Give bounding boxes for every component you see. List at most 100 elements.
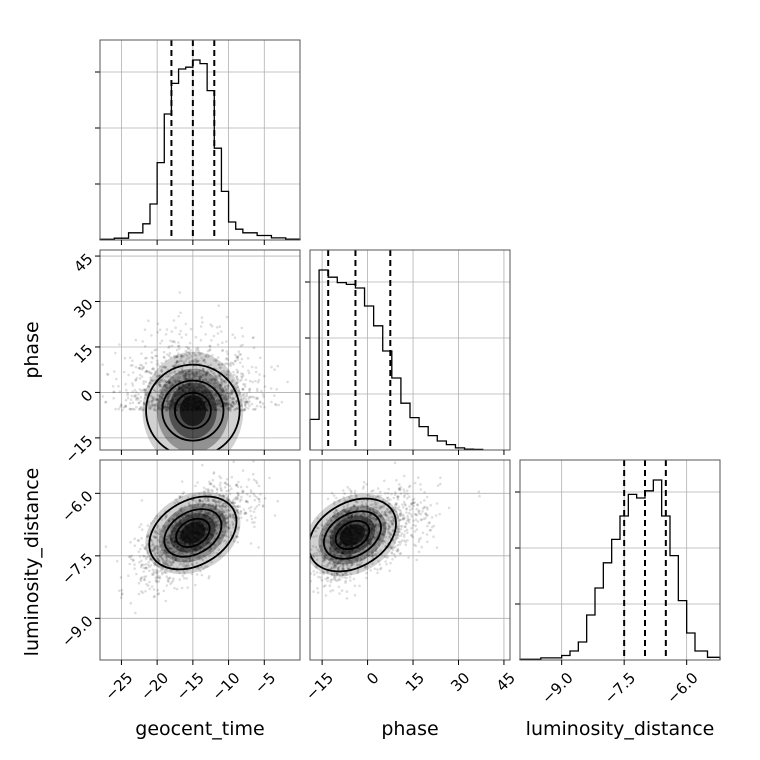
sample-point bbox=[213, 374, 216, 377]
sample-point bbox=[157, 407, 160, 411]
sample-point bbox=[179, 386, 182, 390]
sample-point bbox=[140, 565, 143, 569]
sample-point bbox=[151, 399, 155, 402]
sample-point bbox=[207, 554, 211, 558]
sample-point bbox=[201, 367, 205, 371]
sample-point bbox=[179, 359, 182, 362]
sample-point bbox=[140, 389, 143, 393]
sample-point bbox=[197, 389, 201, 392]
sample-point bbox=[219, 366, 222, 369]
sample-point bbox=[213, 377, 216, 381]
sample-point bbox=[191, 365, 195, 368]
sample-point bbox=[226, 363, 230, 366]
sample-point bbox=[119, 405, 122, 409]
sample-point bbox=[221, 349, 224, 352]
sample-point bbox=[115, 559, 119, 563]
sample-point bbox=[170, 390, 174, 394]
sample-point bbox=[232, 513, 235, 517]
sample-point bbox=[196, 359, 199, 363]
sample-point bbox=[168, 351, 172, 355]
sample-point bbox=[376, 487, 380, 490]
sample-point bbox=[394, 555, 397, 559]
sample-point bbox=[200, 391, 204, 394]
sample-point bbox=[245, 493, 249, 496]
sample-point bbox=[168, 386, 172, 389]
sample-point bbox=[226, 384, 230, 388]
sample-point bbox=[228, 393, 232, 397]
sample-point bbox=[87, 368, 90, 371]
sample-point bbox=[185, 382, 188, 385]
sample-point bbox=[415, 528, 419, 531]
sample-point bbox=[212, 403, 216, 406]
sample-point bbox=[144, 380, 148, 384]
sample-point bbox=[137, 401, 141, 405]
sample-point bbox=[169, 339, 172, 343]
sample-point bbox=[208, 344, 212, 348]
sample-point bbox=[210, 403, 214, 407]
sample-point bbox=[205, 371, 209, 375]
sample-point bbox=[172, 339, 175, 343]
sample-point bbox=[138, 407, 142, 411]
sample-point bbox=[214, 399, 218, 403]
sample-point bbox=[201, 390, 205, 393]
sample-point bbox=[130, 394, 134, 398]
sample-point bbox=[221, 390, 224, 394]
sample-point bbox=[182, 389, 186, 392]
sample-point bbox=[154, 544, 157, 548]
sample-point bbox=[183, 377, 186, 381]
sample-point bbox=[228, 392, 231, 395]
sample-point bbox=[195, 386, 198, 390]
sample-point bbox=[224, 481, 227, 484]
sample-point bbox=[228, 408, 232, 412]
sample-point bbox=[243, 400, 247, 404]
sample-point bbox=[235, 407, 238, 411]
sample-point bbox=[425, 495, 429, 499]
sample-point bbox=[263, 385, 267, 388]
sample-point bbox=[184, 353, 187, 356]
sample-point bbox=[162, 350, 166, 354]
sample-point bbox=[177, 391, 180, 395]
sample-point bbox=[303, 551, 306, 554]
sample-point bbox=[180, 398, 183, 402]
sample-point bbox=[205, 403, 208, 407]
sample-point bbox=[261, 504, 265, 507]
sample-point bbox=[154, 576, 158, 579]
sample-point bbox=[252, 478, 256, 482]
sample-point bbox=[156, 322, 160, 326]
sample-point bbox=[224, 398, 228, 402]
sample-point bbox=[249, 395, 252, 399]
sample-point bbox=[179, 356, 183, 360]
sample-point bbox=[198, 375, 201, 378]
sample-point bbox=[243, 385, 247, 388]
sample-point bbox=[219, 391, 222, 394]
sample-point bbox=[168, 392, 172, 396]
sample-point bbox=[193, 383, 197, 387]
sample-point bbox=[202, 373, 205, 377]
sample-point bbox=[302, 549, 305, 552]
sample-point bbox=[138, 388, 142, 391]
sample-point bbox=[186, 382, 190, 386]
sample-point bbox=[196, 385, 199, 389]
sample-point bbox=[198, 353, 201, 356]
sample-point bbox=[241, 365, 245, 368]
sample-point bbox=[143, 328, 147, 332]
sample-point bbox=[169, 385, 172, 388]
sample-point bbox=[238, 505, 242, 508]
sample-point bbox=[92, 378, 95, 381]
sample-point bbox=[196, 348, 200, 352]
sample-point bbox=[181, 371, 184, 374]
sample-point bbox=[258, 400, 262, 404]
sample-point bbox=[194, 500, 198, 503]
sample-point bbox=[233, 408, 236, 412]
sample-point bbox=[217, 304, 220, 308]
sample-point bbox=[379, 490, 382, 494]
sample-point bbox=[239, 485, 243, 489]
sample-point bbox=[219, 377, 222, 380]
sample-point bbox=[125, 388, 128, 392]
sample-point bbox=[141, 408, 145, 412]
sample-point bbox=[270, 365, 273, 369]
sample-point bbox=[204, 361, 207, 364]
sample-point bbox=[224, 404, 228, 408]
sample-point bbox=[172, 395, 176, 398]
sample-point bbox=[216, 332, 220, 335]
